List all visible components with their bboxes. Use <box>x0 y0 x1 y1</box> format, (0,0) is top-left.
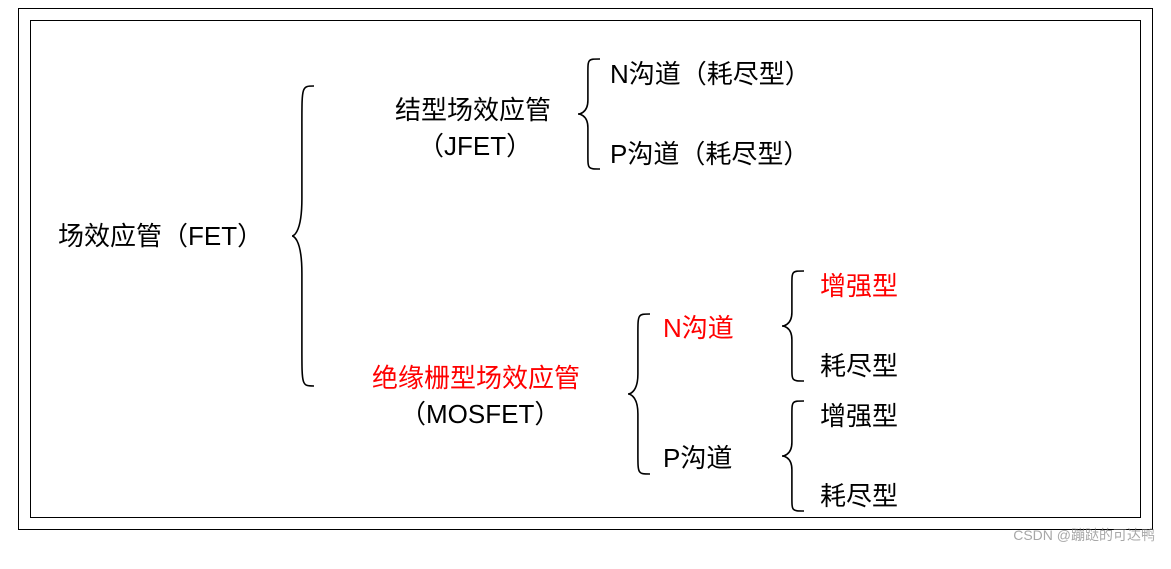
node-mos-p-enh: 增强型 <box>820 398 898 434</box>
node-jfet-line2: （JFET） <box>418 128 532 164</box>
node-jfet-p: P沟道（耗尽型） <box>610 136 809 172</box>
node-mos-n: N沟道 <box>663 310 734 346</box>
watermark: CSDN @蹦跶的可达鸭 <box>1013 525 1155 545</box>
node-mos-p: P沟道 <box>663 440 732 476</box>
node-mosfet-line1: 绝缘栅型场效应管 <box>372 360 580 396</box>
node-jfet-line1: 结型场效应管 <box>395 92 551 128</box>
node-mos-n-enh: 增强型 <box>820 268 898 304</box>
node-root: 场效应管（FET） <box>58 218 263 254</box>
inner-border <box>30 20 1141 518</box>
node-mos-n-dep: 耗尽型 <box>820 348 898 384</box>
node-mosfet-line2: （MOSFET） <box>400 396 560 432</box>
node-jfet-n: N沟道（耗尽型） <box>610 56 811 92</box>
node-mos-p-dep: 耗尽型 <box>820 478 898 514</box>
